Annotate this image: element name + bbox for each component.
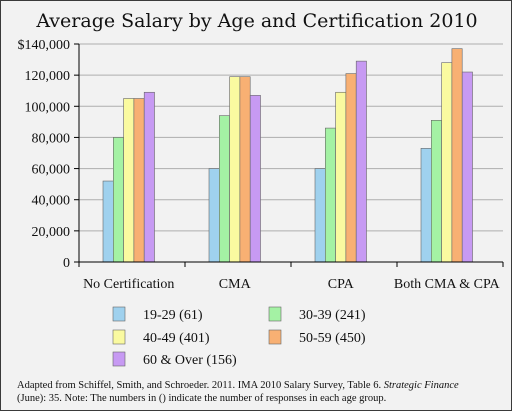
y-tick-label: 120,000 bbox=[25, 69, 71, 84]
y-tick-label: 80,000 bbox=[32, 131, 71, 146]
bar bbox=[355, 60, 367, 263]
legend-swatch bbox=[112, 351, 126, 367]
bar bbox=[314, 168, 326, 263]
legend-label: 19-29 (61) bbox=[143, 308, 203, 323]
bar bbox=[229, 76, 241, 263]
bar bbox=[208, 168, 220, 263]
y-tick-label: 60,000 bbox=[32, 163, 71, 178]
bar bbox=[249, 95, 261, 263]
legend-swatch bbox=[268, 329, 282, 345]
y-tick-label: 0 bbox=[63, 256, 70, 271]
bar bbox=[335, 91, 347, 263]
bar bbox=[113, 137, 124, 263]
bar bbox=[461, 71, 473, 263]
bar bbox=[239, 76, 251, 263]
y-tick-label: $140,000 bbox=[18, 38, 71, 53]
legend-label: 60 & Over (156) bbox=[143, 353, 237, 368]
x-category-label: Both CMA & CPA bbox=[394, 277, 501, 292]
bar bbox=[420, 148, 432, 263]
y-tick-label: 100,000 bbox=[25, 100, 71, 115]
legend-swatch bbox=[268, 306, 282, 322]
legend-label: 50-59 (450) bbox=[299, 331, 366, 346]
legend-label: 40-49 (401) bbox=[143, 331, 210, 346]
bar bbox=[324, 127, 336, 263]
bar bbox=[441, 62, 453, 263]
footnote-line-1: Adapted from Schiffel, Smith, and Schroe… bbox=[17, 380, 459, 391]
bar bbox=[102, 180, 114, 263]
chart-title: Average Salary by Age and Certification … bbox=[35, 10, 477, 32]
bar bbox=[133, 98, 145, 263]
x-category-label: CMA bbox=[219, 277, 252, 292]
bar bbox=[219, 115, 230, 263]
bar bbox=[345, 73, 357, 263]
x-category-label: No Certification bbox=[83, 277, 174, 292]
bar bbox=[123, 98, 135, 263]
bar bbox=[143, 91, 155, 263]
x-category-label: CPA bbox=[328, 277, 355, 292]
y-tick-label: 20,000 bbox=[32, 225, 71, 240]
bar bbox=[430, 120, 442, 263]
footnote-line-2: (June): 35. Note: The numbers in () indi… bbox=[17, 393, 386, 404]
bar bbox=[451, 48, 463, 263]
legend-label: 30-39 (241) bbox=[299, 308, 366, 323]
legend-swatch bbox=[112, 306, 126, 322]
footnote-journal: Strategic Finance bbox=[384, 380, 459, 391]
legend-swatch bbox=[112, 329, 126, 345]
y-tick-label: 40,000 bbox=[32, 194, 71, 209]
footnote-source: Adapted from Schiffel, Smith, and Schroe… bbox=[17, 380, 384, 391]
